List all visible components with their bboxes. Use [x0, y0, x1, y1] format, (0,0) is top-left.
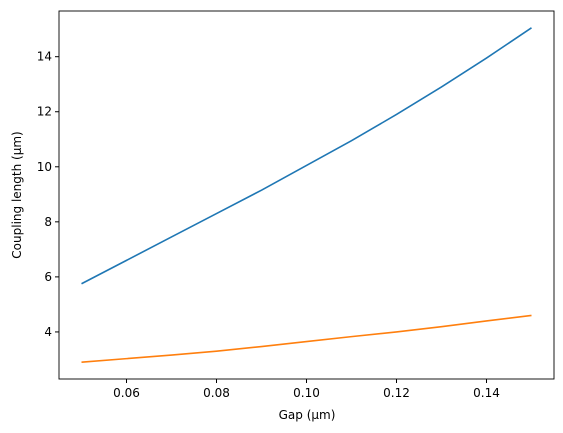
line-series — [81, 314, 532, 364]
y-tick-label: 12 — [37, 105, 52, 119]
x-tick-label: 0.12 — [383, 386, 410, 400]
y-tick-label: 4 — [44, 325, 52, 339]
plot-frame — [58, 10, 555, 380]
x-axis-label: Gap (µm) — [279, 408, 336, 422]
x-tick-label: 0.14 — [473, 386, 500, 400]
x-tick-label: 0.08 — [203, 386, 230, 400]
line-series — [81, 27, 532, 285]
y-tick-label: 14 — [37, 50, 52, 64]
x-tick-label: 0.06 — [113, 386, 140, 400]
y-tick-label: 8 — [44, 215, 52, 229]
y-tick-label: 6 — [44, 270, 52, 284]
y-axis-label: Coupling length (µm) — [10, 131, 24, 258]
y-tick-label: 10 — [37, 160, 52, 174]
x-tick-label: 0.10 — [293, 386, 320, 400]
